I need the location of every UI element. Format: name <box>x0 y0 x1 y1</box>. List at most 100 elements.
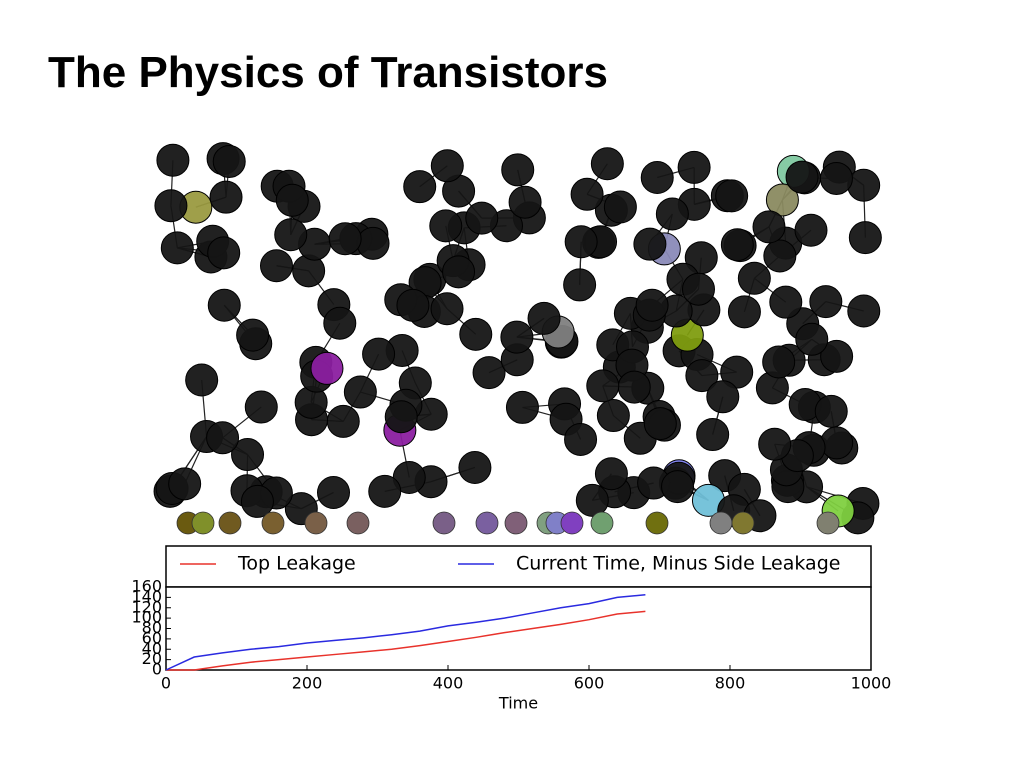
node <box>168 467 202 501</box>
x-axis-label: Time <box>498 694 538 713</box>
node <box>275 183 309 217</box>
node <box>160 231 194 265</box>
node <box>715 179 749 213</box>
node <box>207 236 241 270</box>
node <box>429 209 463 243</box>
x-tick-label: 1000 <box>851 674 892 693</box>
node <box>403 170 437 204</box>
node <box>343 375 377 409</box>
node <box>236 318 270 352</box>
node <box>685 359 719 393</box>
node <box>847 294 881 328</box>
node <box>681 272 715 306</box>
node <box>758 427 792 461</box>
node <box>206 421 240 455</box>
node <box>814 394 848 428</box>
node <box>655 197 689 231</box>
node <box>677 150 711 184</box>
node <box>472 356 506 390</box>
y-tick-label: 20 <box>142 649 162 668</box>
x-tick-label: 200 <box>292 674 323 693</box>
y-tick-label: 80 <box>142 618 162 637</box>
node <box>594 457 628 491</box>
node <box>384 400 418 434</box>
plot-area <box>165 586 872 671</box>
node <box>737 261 771 295</box>
node <box>590 147 624 181</box>
node <box>765 183 799 217</box>
y-tick-label: 60 <box>142 628 162 647</box>
node <box>323 306 357 340</box>
dot <box>475 511 499 535</box>
legend-label: Current Time, Minus Side Leakage <box>516 553 840 575</box>
y-tick-label: 100 <box>131 608 162 627</box>
dot <box>218 511 242 535</box>
node <box>564 422 598 456</box>
node <box>310 351 344 385</box>
dot <box>432 511 456 535</box>
node <box>396 288 430 322</box>
node <box>240 484 274 518</box>
node <box>527 301 561 335</box>
node <box>501 153 535 187</box>
node <box>500 320 534 354</box>
node <box>317 476 351 510</box>
node <box>563 268 597 302</box>
node <box>212 144 246 178</box>
dot <box>590 511 614 535</box>
node <box>564 225 598 259</box>
legend-label: Top Leakage <box>237 553 356 575</box>
node <box>635 288 669 322</box>
node <box>508 185 542 219</box>
node <box>633 227 667 261</box>
node <box>643 407 677 441</box>
x-tick-label: 800 <box>715 674 746 693</box>
dot <box>645 511 669 535</box>
node <box>356 226 390 260</box>
dot <box>261 511 285 535</box>
node <box>720 228 754 262</box>
node <box>328 222 362 256</box>
node <box>785 160 819 194</box>
node <box>244 390 278 424</box>
node <box>795 322 829 356</box>
node <box>794 213 828 247</box>
node <box>575 483 609 517</box>
node <box>458 450 492 484</box>
y-tick-label: 40 <box>142 639 162 658</box>
y-tick-label: 160 <box>131 577 162 596</box>
node <box>727 295 761 329</box>
x-tick-label: 0 <box>161 674 171 693</box>
node <box>362 337 396 371</box>
node <box>847 168 881 202</box>
dot <box>191 511 215 535</box>
dot <box>560 511 584 535</box>
node <box>459 317 493 351</box>
y-tick-label: 120 <box>131 597 162 616</box>
dot <box>346 511 370 535</box>
series-line <box>166 610 646 671</box>
node <box>762 345 796 379</box>
node <box>603 190 637 224</box>
slide-title: The Physics of Transistors <box>48 48 608 97</box>
dot <box>304 511 328 535</box>
node <box>809 285 843 319</box>
dot <box>731 511 755 535</box>
node <box>209 180 243 214</box>
node <box>820 426 854 460</box>
node <box>442 255 476 289</box>
node <box>640 161 674 195</box>
node <box>368 474 402 508</box>
node <box>231 438 265 472</box>
y-tick-label: 140 <box>131 587 162 606</box>
node <box>696 418 730 452</box>
node <box>465 201 499 235</box>
node <box>505 390 539 424</box>
node <box>154 189 188 223</box>
dot <box>504 511 528 535</box>
node <box>752 210 786 244</box>
node <box>156 143 190 177</box>
node <box>819 161 853 195</box>
